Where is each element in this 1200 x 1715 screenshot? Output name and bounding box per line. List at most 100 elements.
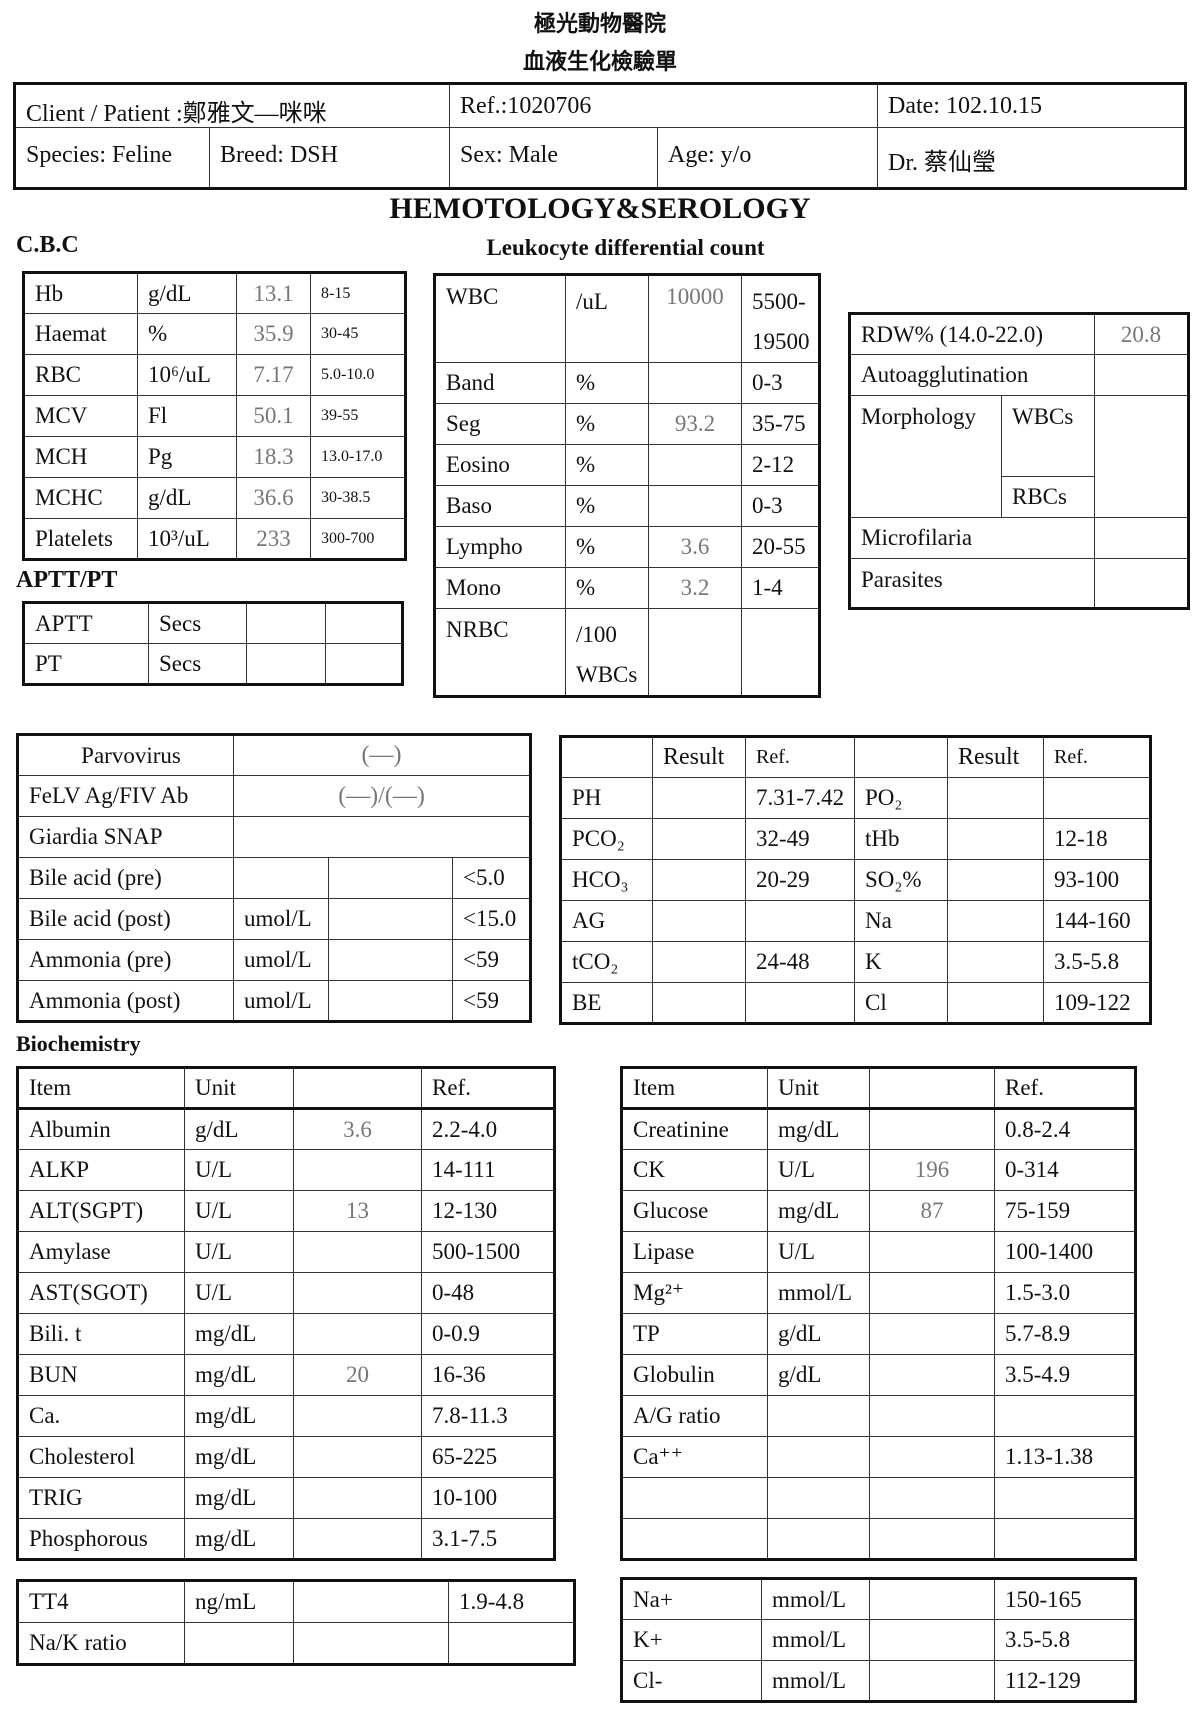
table-row: Hb g/dL 13.1 8-15 [23,272,406,314]
table-row: MCH Pg 18.3 13.0-17.0 [23,436,406,478]
result-value [293,1149,422,1191]
unit: U/L [184,1149,294,1191]
row-label [560,736,653,778]
row-label: APTT [23,602,149,644]
reference-range [1043,777,1151,819]
reference-range: 13.0-17.0 [310,436,406,478]
result-value [648,362,742,404]
row-label: RBC [23,354,138,396]
table-row [621,1518,1136,1560]
result-value [652,818,746,860]
table-row: APTT Secs [23,602,403,644]
unit: % [565,362,649,404]
unit [328,857,453,899]
row-label: Lipase [621,1231,768,1273]
result-value [648,485,742,527]
table-row: PH 7.31-7.42 PO₂ [560,777,1151,819]
table-row: BE Cl 109-122 [560,982,1151,1024]
result-value [293,1477,422,1519]
unit [767,1518,870,1560]
table-row: Result Ref. Result Ref. [560,736,1151,778]
result-value: Result [947,736,1044,778]
unit [448,1622,575,1665]
unit: g/dL [767,1354,870,1396]
row-label: PCO₂ [560,818,653,860]
reference-range: 75-159 [994,1190,1136,1232]
unit: U/L [184,1190,294,1232]
row-label: Seg [434,403,566,445]
table-row: MCV Fl 50.1 39-55 [23,395,406,437]
table-row: MCHC g/dL 36.6 30-38.5 [23,477,406,519]
table-row: Glucose mg/dL 87 75-159 [621,1190,1136,1232]
reference-range: 3.5-4.9 [994,1354,1136,1396]
parasites-label: Parasites [848,558,1096,609]
table-row: Baso% 0-3 [434,485,820,527]
unit: Unit [184,1067,294,1110]
result-value [293,1436,422,1478]
row-label: Lympho [434,526,566,568]
unit: mg/dL [184,1518,294,1560]
table-row: PCO₂ 32-49 tHb 12-18 [560,818,1151,860]
reference-range: 65-225 [421,1436,555,1478]
unit [767,1477,870,1519]
result-value: (—) [232,734,532,776]
row-label: A/G ratio [621,1395,768,1437]
species: Species: Feline [16,128,210,187]
table-row: Haemat% 35.9 30-45 [23,313,406,355]
reference-range: 144-160 [1043,900,1151,942]
unit: mg/dL [767,1108,870,1150]
unit: 3.5-5.8 [994,1619,1136,1661]
row-label: Platelets [23,518,138,560]
result-value: umol/L [233,939,329,981]
hospital-name: 極光動物醫院 [533,11,666,36]
leukocyte-heading: Leukocyte differential count [486,235,765,260]
result-value [325,602,403,644]
reference-range: 0-48 [421,1272,555,1314]
table-row: Bili. t mg/dL 0-0.9 [17,1313,555,1355]
reference-range [745,982,855,1024]
autoagglutination-value [1094,354,1190,396]
row-label: Creatinine [621,1108,768,1150]
table-row: tCO₂ 24-48 K 3.5-5.8 [560,941,1151,983]
reference-range: 1.5-3.0 [994,1272,1136,1314]
result-value: 3.2 [648,567,742,609]
sex: Sex: Male [450,128,658,187]
morphology-label: Morphology [849,395,1002,518]
result-value [293,1622,449,1665]
unit: mmol/L [767,1272,870,1314]
reference-range: 14-111 [421,1149,555,1191]
unit: Cl [854,982,948,1024]
reference-range: 1-4 [741,567,820,609]
reference-range: <59 [451,939,532,981]
unit: SO₂% [854,859,948,901]
table-row: Seg% 93.2 35-75 [434,403,820,445]
unit: % [565,403,649,445]
row-label: Item [17,1067,185,1110]
reference-range: 5.7-8.9 [994,1313,1136,1355]
result-value: 10000 [648,274,742,363]
result-value [293,1272,422,1314]
result-value [869,1619,995,1661]
result-value [293,1395,422,1437]
cbc-heading: C.B.C [16,232,79,258]
reference-range [994,1395,1136,1437]
unit: U/L [184,1231,294,1273]
row-label: Baso [434,485,566,527]
reference-range: 0-314 [994,1149,1136,1191]
result-value: 233 [236,518,311,560]
result-value [869,1578,995,1620]
unit: 1.9-4.8 [448,1580,575,1623]
unit: g/dL [137,477,237,519]
table-row: Albumin g/dL 3.6 2.2-4.0 [17,1108,555,1150]
unit [767,1436,870,1478]
result-value [232,816,532,858]
result-value [246,643,326,685]
result-value: 20 [293,1354,422,1396]
reference-range: <15.0 [451,898,532,940]
reference-range: 12-130 [421,1190,555,1232]
unit: 112-129 [994,1660,1136,1702]
unit: % [137,313,237,355]
unit: 10⁶/uL [137,354,237,396]
table-row: AST(SGOT) U/L 0-48 [17,1272,555,1314]
row-label: AST(SGOT) [17,1272,185,1314]
